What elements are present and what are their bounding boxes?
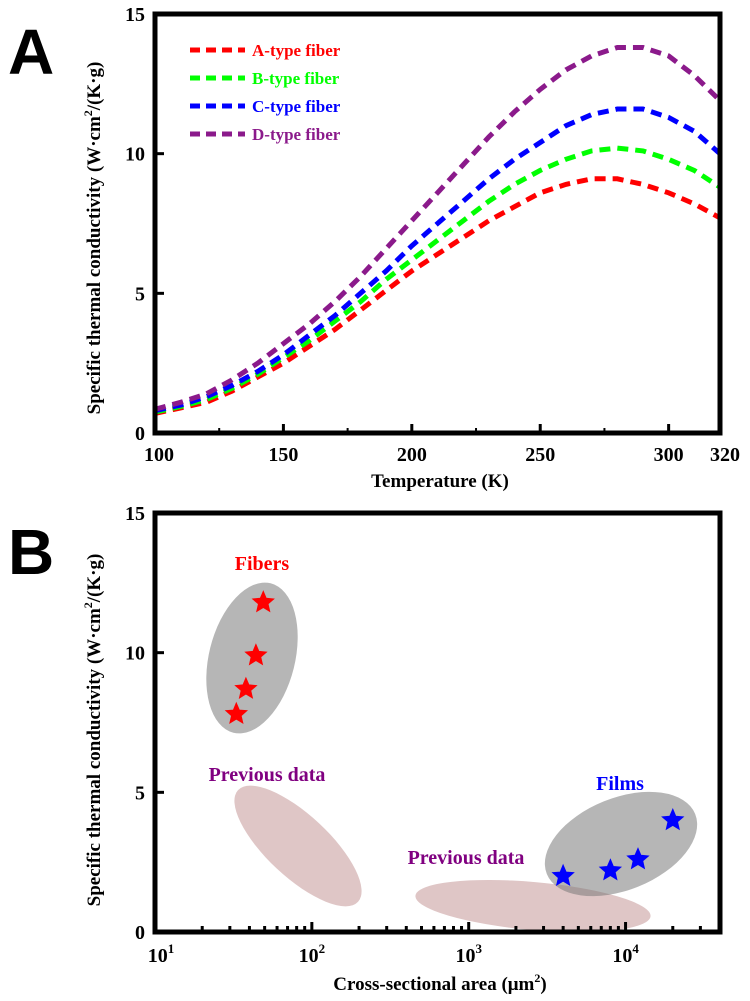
legend-label: A-type fiber bbox=[252, 41, 341, 60]
annotation-label: Films bbox=[596, 773, 644, 795]
film-point bbox=[551, 863, 575, 887]
x-tick-label: 320 bbox=[710, 444, 740, 466]
films-group-region bbox=[544, 791, 698, 897]
panel-a-letter: A bbox=[8, 16, 54, 88]
annotation-label: Fibers bbox=[235, 553, 290, 575]
panel-b: B 0 5 10 15 101 102 103 104 Fibers Films Previou… bbox=[8, 503, 723, 995]
y-tick-label: 10 bbox=[125, 144, 145, 166]
x-tick-label: 103 bbox=[455, 941, 482, 967]
y-tick-label: 0 bbox=[135, 423, 145, 445]
film-point bbox=[598, 858, 623, 881]
fiber-point bbox=[224, 701, 249, 725]
x-tick-label: 300 bbox=[654, 444, 684, 466]
x-tick-label: 100 bbox=[144, 444, 174, 466]
fiber-point bbox=[251, 590, 275, 613]
fiber-point bbox=[244, 643, 268, 666]
legend-label: B-type fiber bbox=[252, 69, 340, 88]
y-tick-label: 15 bbox=[125, 503, 145, 525]
panel-a-ylabel: Specific thermal conductivity (W·cm2/(K·… bbox=[81, 62, 105, 415]
film-point bbox=[626, 847, 650, 870]
y-tick-label: 15 bbox=[125, 4, 145, 26]
panel-b-frame bbox=[152, 510, 723, 935]
panel-b-letter: B bbox=[8, 516, 54, 588]
y-tick-label: 5 bbox=[135, 782, 145, 804]
x-tick-label: 101 bbox=[148, 941, 175, 967]
x-tick-label: 200 bbox=[397, 444, 427, 466]
series-line-4 bbox=[154, 45, 722, 412]
x-tick-label: 104 bbox=[612, 941, 639, 967]
panel-b-xlabel: Cross-sectional area (μm2) bbox=[333, 971, 546, 995]
film-point bbox=[661, 808, 685, 831]
fiber-point bbox=[234, 676, 258, 699]
y-tick-label: 5 bbox=[135, 283, 145, 305]
panel-a: A 0 5 10 15 100 150 200 250 300 320 A-type fiber… bbox=[8, 4, 740, 492]
legend-label: D-type fiber bbox=[252, 125, 341, 144]
annotation-label: Previous data bbox=[209, 764, 326, 786]
y-tick-label: 10 bbox=[125, 643, 145, 665]
y-tick-label: 0 bbox=[135, 922, 145, 944]
panel-a-frame bbox=[152, 11, 723, 436]
series-line-3 bbox=[154, 106, 722, 414]
legend-label: C-type fiber bbox=[252, 97, 341, 116]
panel-b-ylabel: Specific thermal conductivity (W·cm2/(K·… bbox=[81, 554, 105, 907]
annotation-label: Previous data bbox=[408, 847, 525, 869]
x-tick-label: 150 bbox=[268, 444, 298, 466]
panel-a-xlabel: Temperature (K) bbox=[371, 471, 509, 492]
series-line-1 bbox=[154, 176, 722, 416]
previous-data-region bbox=[234, 785, 362, 907]
x-tick-label: 102 bbox=[299, 941, 326, 967]
x-tick-label: 250 bbox=[525, 444, 555, 466]
